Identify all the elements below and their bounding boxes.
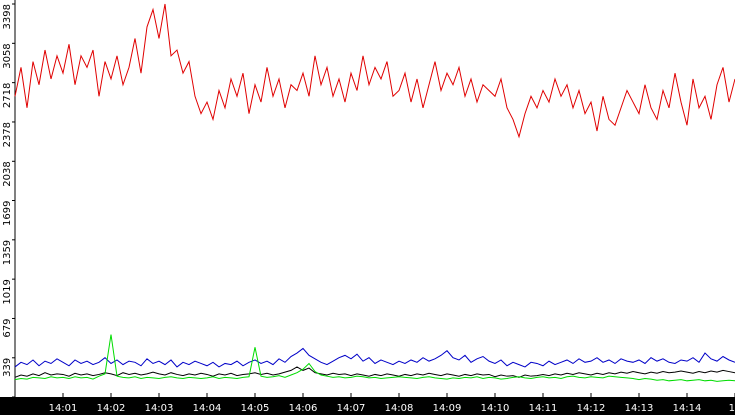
y-tick-label: 1699 xyxy=(2,201,13,226)
y-tick-label: 1359 xyxy=(2,240,13,265)
y-tick-label: 1019 xyxy=(2,279,13,304)
series-line xyxy=(14,3,735,139)
x-axis-bar xyxy=(0,397,735,415)
series-line xyxy=(14,366,735,378)
x-tick-label: 14 xyxy=(729,403,735,414)
y-tick-label: 339 xyxy=(2,358,13,377)
x-tick-label: 14:03 xyxy=(145,403,174,414)
x-tick-label: 14:09 xyxy=(433,403,462,414)
x-tick-label: 14:04 xyxy=(193,403,222,414)
y-tick-label: 2038 xyxy=(2,161,13,186)
x-tick-label: 14:14 xyxy=(673,403,702,414)
series-line xyxy=(14,334,735,382)
y-tick-label: 2718 xyxy=(2,83,13,108)
x-tick-label: 14:08 xyxy=(385,403,414,414)
x-tick-label: 14:06 xyxy=(289,403,318,414)
y-tick-label: 3398 xyxy=(2,4,13,29)
y-tick-label: 2378 xyxy=(2,122,13,147)
x-tick-label: 14:07 xyxy=(337,403,366,414)
x-tick-label: 14:05 xyxy=(241,403,270,414)
y-tick-label: 3058 xyxy=(2,43,13,68)
series-line xyxy=(14,347,735,368)
x-tick-label: 14:12 xyxy=(577,403,606,414)
x-tick-label: 14:13 xyxy=(625,403,654,414)
x-tick-label: 14:10 xyxy=(481,403,510,414)
x-tick-label: 14:02 xyxy=(97,403,126,414)
x-tick-label: 14:01 xyxy=(49,403,78,414)
y-tick-label: 0 xyxy=(2,397,13,403)
x-tick-label: 14:11 xyxy=(529,403,558,414)
y-tick-label: 679 xyxy=(2,318,13,337)
